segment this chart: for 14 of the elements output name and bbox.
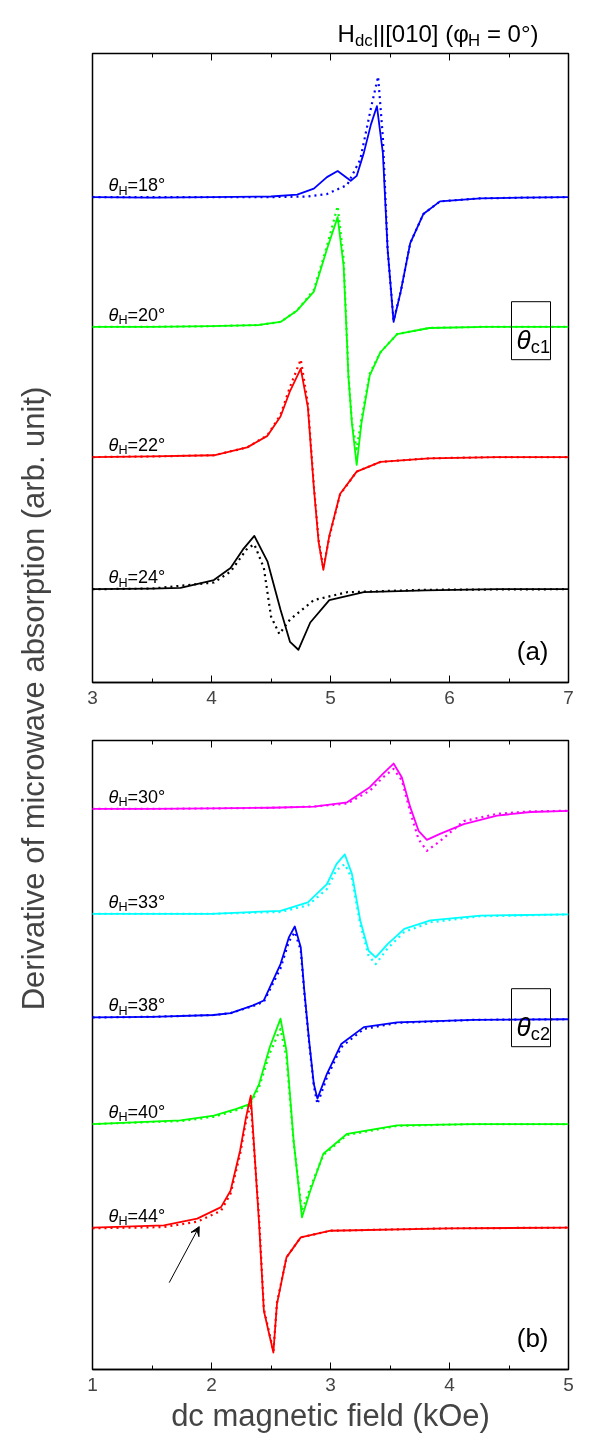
x-tick-label: 4 — [444, 1373, 456, 1395]
x-tick-label: 3 — [325, 1373, 336, 1395]
x-tick-label: 4 — [206, 686, 218, 708]
y-axis-title: Derivative of microwave absorption (arb. unit) — [16, 386, 51, 1011]
x-tick-label: 5 — [563, 1373, 574, 1395]
x-tick-label: 2 — [206, 1373, 217, 1395]
x-tick-label: 5 — [325, 686, 336, 708]
annotation: (a) — [516, 635, 549, 666]
x-axis-title: dc magnetic field (kOe) — [171, 1397, 490, 1433]
x-tick-label: 7 — [563, 686, 574, 708]
x-tick-label: 6 — [444, 686, 455, 708]
annotation: (b) — [516, 1322, 549, 1353]
x-tick-label: 1 — [87, 1373, 98, 1395]
x-tick-label: 3 — [87, 686, 98, 708]
